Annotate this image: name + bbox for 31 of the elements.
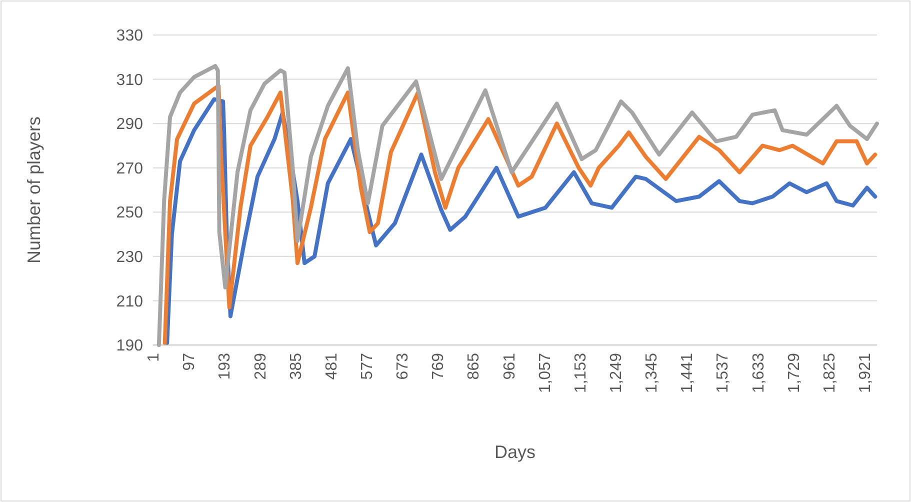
y-tick-label: 270 [116, 160, 144, 178]
y-tick-label: 190 [116, 338, 144, 355]
y-tick-label: 310 [116, 72, 144, 89]
y-tick-label: 210 [116, 293, 144, 310]
x-axis-title: Days [494, 442, 536, 462]
x-tick-label: 1,921 [857, 352, 874, 394]
x-tick-label: 1,153 [572, 352, 590, 394]
x-tick-label: 769 [430, 352, 448, 380]
x-tick-label: 1,729 [786, 352, 803, 394]
x-tick-label: 385 [288, 352, 305, 380]
y-tick-label: 230 [116, 249, 144, 266]
x-tick-label: 1,249 [608, 352, 626, 394]
x-tick-label: 1,441 [679, 352, 696, 394]
x-tick-label: 1 [146, 352, 163, 362]
x-tick-label: 865 [466, 352, 483, 380]
x-tick-label: 481 [323, 352, 340, 380]
x-tick-label: 1,345 [644, 352, 661, 394]
x-tick-label: 1,825 [821, 352, 838, 394]
y-tick-label: 250 [116, 204, 144, 222]
x-tick-label: 961 [501, 352, 518, 380]
x-tick-label: 1,633 [750, 352, 768, 394]
x-tick-label: 289 [252, 352, 270, 380]
x-tick-label: 97 [181, 352, 198, 371]
x-tick-label: 193 [216, 352, 234, 380]
y-tick-label: 330 [116, 28, 144, 45]
x-tick-label: 577 [359, 352, 376, 380]
y-tick-label: 290 [116, 116, 144, 134]
x-tick-label: 673 [394, 352, 412, 380]
y-axis-title: Number of players [24, 116, 44, 264]
x-tick-label: 1,057 [536, 352, 554, 394]
x-tick-label: 1,537 [714, 352, 732, 394]
